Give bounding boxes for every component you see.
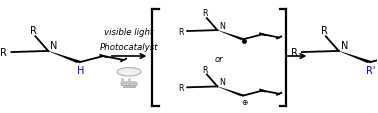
Text: R': R'	[366, 65, 375, 75]
Polygon shape	[217, 87, 245, 96]
Text: R: R	[0, 48, 7, 58]
Text: or: or	[215, 55, 223, 64]
Text: R: R	[178, 27, 184, 36]
Text: R: R	[178, 83, 184, 92]
Text: R: R	[291, 48, 297, 58]
Text: N: N	[219, 77, 225, 86]
Text: visible light: visible light	[104, 27, 154, 36]
Text: H: H	[76, 65, 84, 75]
Text: Photocatalyst: Photocatalyst	[100, 43, 158, 52]
Text: N: N	[341, 41, 348, 51]
Text: ⊕: ⊕	[241, 97, 248, 106]
Polygon shape	[48, 51, 82, 63]
Ellipse shape	[117, 68, 141, 76]
Text: R: R	[203, 9, 208, 18]
Text: R: R	[321, 26, 327, 36]
FancyBboxPatch shape	[121, 83, 137, 86]
Text: R: R	[30, 26, 37, 36]
Text: N: N	[219, 21, 225, 30]
Text: R: R	[203, 65, 208, 74]
Polygon shape	[217, 31, 245, 41]
Polygon shape	[338, 51, 373, 63]
Text: N: N	[50, 41, 57, 51]
